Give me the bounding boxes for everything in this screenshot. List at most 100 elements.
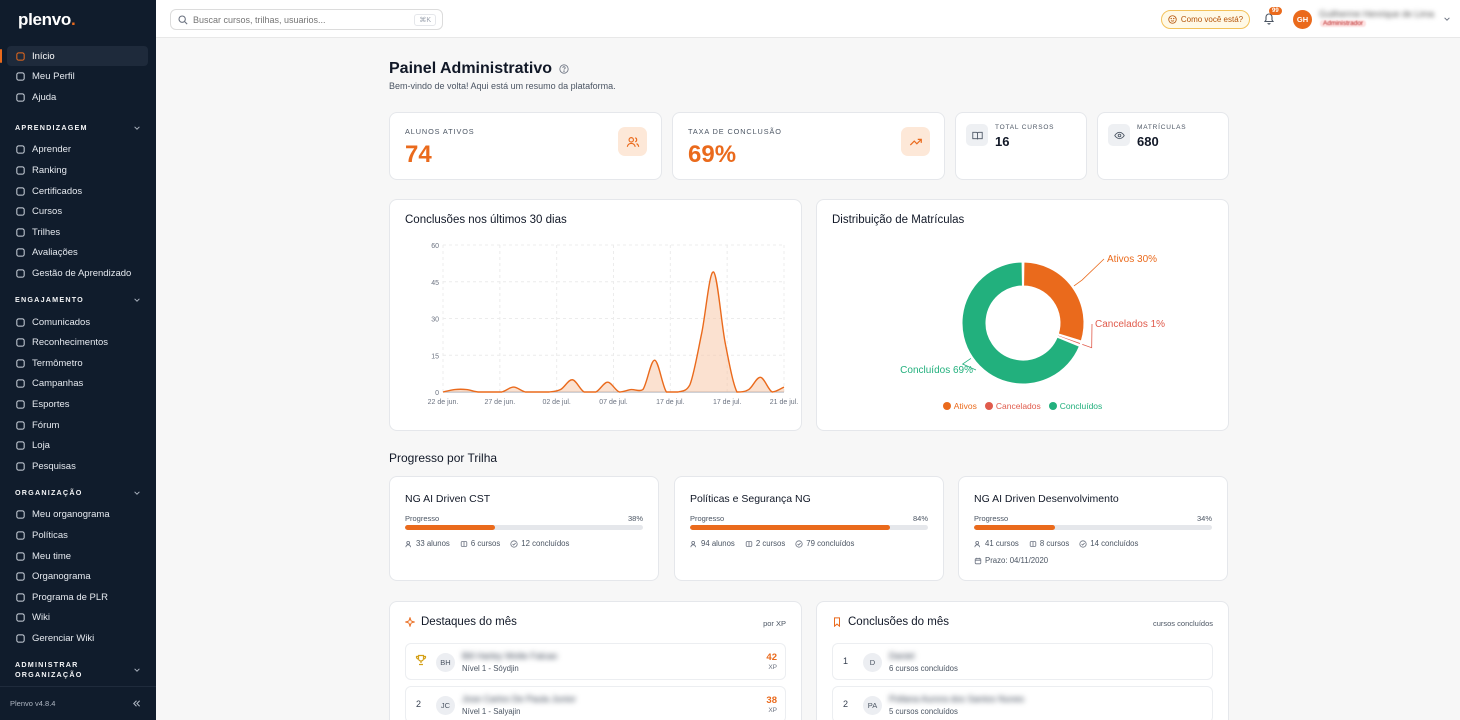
team-icon <box>16 551 25 561</box>
sidebar-item-4[interactable]: Esportes <box>7 394 148 414</box>
trail-meta-value: 12 concluídos <box>521 539 570 548</box>
certificate-icon <box>16 186 25 196</box>
trail-card[interactable]: Políticas e Segurança NG Progresso 84% 94 a… <box>674 476 944 581</box>
sidebar-item-1[interactable]: Ranking <box>7 160 148 180</box>
legend-item[interactable]: Concluídos <box>1048 401 1102 411</box>
sidebar-item-1[interactable]: Políticas <box>7 525 148 545</box>
sidebar-section-header[interactable]: ORGANIZAÇÃO <box>15 488 141 498</box>
sidebar-item-4[interactable]: Programa de PLR <box>7 587 148 607</box>
legend-item[interactable]: Cancelados <box>984 401 1041 411</box>
home-icon <box>16 51 25 61</box>
sidebar-item-label: Organograma <box>32 571 91 583</box>
user-name[interactable]: Jose Carlos De Paula Junior <box>462 694 577 704</box>
version-label: Plenvo v4.8.4 <box>10 699 56 708</box>
slice-cancelados[interactable] <box>1056 334 1082 346</box>
progress-percent: 38% <box>627 514 643 523</box>
trail-meta-value: 41 cursos <box>985 539 1019 548</box>
user-menu-chevron-icon[interactable] <box>1443 15 1451 23</box>
sidebar-section-header[interactable]: ADMINISTRAR ORGANIZAÇÃO <box>15 660 141 680</box>
user-name[interactable]: Guilherme Henrique de Lima <box>1319 9 1435 19</box>
sidebar-item-2[interactable]: Meu time <box>7 546 148 566</box>
user-subtitle: 5 cursos concluídos <box>889 707 958 716</box>
conclusoes-mes-sort-label: cursos concluídos <box>1152 619 1213 628</box>
store-icon <box>16 441 25 450</box>
conclusoes-area-chart: 0 15 30 45 60 22 de jun. 27 de jun. 02 de jul. 0… <box>428 243 799 406</box>
smile-icon <box>1168 15 1177 24</box>
users-icon <box>618 127 647 156</box>
user-name[interactable]: Bill Harley Wolte Falcao <box>462 651 558 661</box>
trophy-icon <box>16 166 25 175</box>
sidebar-item-2[interactable]: Certificados <box>7 181 148 201</box>
search-box[interactable]: ⌘K <box>170 9 443 30</box>
progress-label: Progresso <box>690 514 725 523</box>
kpi-label: TAXA DE CONCLUSÃO <box>688 127 782 136</box>
sidebar-item-6[interactable]: Loja <box>7 436 148 456</box>
sidebar-item-6[interactable]: Gestão de Aprendizado <box>7 263 148 283</box>
x-tick-label: 17 de jul. <box>713 399 741 406</box>
sidebar-item-ajuda[interactable]: Ajuda <box>7 87 148 107</box>
sidebar-item-2[interactable]: Termômetro <box>7 353 148 373</box>
trail-name: Políticas e Segurança NG <box>690 493 811 505</box>
sidebar-item-3[interactable]: Organograma <box>7 567 148 587</box>
sparkle-icon <box>405 617 415 627</box>
network-icon <box>16 510 25 519</box>
sidebar-item-6[interactable]: Gerenciar Wiki <box>7 628 148 648</box>
trail-meta-value: 2 cursos <box>755 539 786 548</box>
eye-icon <box>1108 124 1130 146</box>
sidebar-item-0[interactable]: Comunicados <box>7 312 148 332</box>
sidebar-item-5[interactable]: Avaliações <box>7 243 148 263</box>
search-icon <box>178 14 188 25</box>
sidebar-item-4[interactable]: Trilhes <box>7 222 148 242</box>
star-icon <box>16 338 25 347</box>
ranking-row[interactable]: BH Bill Harley Wolte Falcao Nível 1 - Sóyd… <box>405 643 786 680</box>
sidebar-item-5[interactable]: Fórum <box>7 415 148 435</box>
sidebar-item-meu-perfil[interactable]: Meu Perfil <box>7 67 148 87</box>
sidebar-item-5[interactable]: Wiki <box>7 608 148 628</box>
document-icon <box>16 531 25 540</box>
book-icon <box>16 207 25 216</box>
slice-ativos[interactable] <box>1023 261 1085 342</box>
money-icon <box>16 593 25 602</box>
sidebar-item-0[interactable]: Aprender <box>7 140 148 160</box>
trail-meta-value: 33 alunos <box>416 539 450 548</box>
sidebar-section-title: APRENDIZAGEM <box>15 122 88 132</box>
logo[interactable]: plenvo. <box>18 10 76 29</box>
sidebar-item-inicio[interactable]: Início <box>0 46 148 66</box>
sidebar-item-0[interactable]: Meu organograma <box>7 505 148 525</box>
topbar: ⌘K Como você está? 99 GH Guilherme Henri… <box>156 0 1460 38</box>
x-tick-label: 27 de jun. <box>484 399 515 406</box>
search-input[interactable] <box>193 14 413 25</box>
series-line <box>442 271 785 393</box>
user-icon <box>16 72 25 81</box>
xp-label: XP <box>768 707 777 714</box>
trail-meta-value: 94 alunos <box>701 539 735 548</box>
sidebar-item-1[interactable]: Reconhecimentos <box>7 333 148 353</box>
avatar: PA <box>863 696 882 715</box>
progress-bar <box>974 525 1212 530</box>
ranking-row[interactable]: 2 PA Pollana Aurora dos Santos Nunes 5 curs… <box>832 686 1213 720</box>
mood-button[interactable]: Como você está? <box>1161 10 1250 29</box>
sidebar-item-label: Fórum <box>32 419 60 431</box>
user-subtitle: Nível 1 - Sóydjin <box>462 664 519 673</box>
help-circle-icon[interactable] <box>559 64 569 74</box>
sidebar-item-3[interactable]: Cursos <box>7 202 148 222</box>
collapse-sidebar-icon[interactable] <box>132 699 141 708</box>
sidebar-section-header[interactable]: APRENDIZAGEM <box>15 123 141 133</box>
progress-label: Progresso <box>405 514 440 523</box>
user-name[interactable]: Pollana Aurora dos Santos Nunes <box>889 694 1025 704</box>
sidebar-section-header[interactable]: ENGAJAMENTO <box>15 295 141 305</box>
slice-concluídos[interactable] <box>961 261 1081 385</box>
trail-card[interactable]: NG AI Driven Desenvolvimento Progresso 34%… <box>958 476 1228 581</box>
sidebar-item-3[interactable]: Campanhas <box>7 374 148 394</box>
conclusoes-mes-title: Conclusões do mês <box>848 616 949 628</box>
ranking-row[interactable]: 1 D Daniel 6 cursos concluídos <box>832 643 1213 680</box>
notifications-bell-icon[interactable] <box>1263 12 1275 25</box>
user-avatar[interactable]: GH <box>1293 10 1312 29</box>
ranking-row[interactable]: 2 JC Jose Carlos De Paula Junior Nível 1 - … <box>405 686 786 720</box>
sidebar-item-7[interactable]: Pesquisas <box>7 456 148 476</box>
user-name[interactable]: Daniel <box>889 651 915 661</box>
xp-value: 38 <box>766 695 777 706</box>
legend-item[interactable]: Ativos <box>942 401 977 411</box>
trail-progress-row: Progresso 38% <box>405 514 643 523</box>
trail-card[interactable]: NG AI Driven CST Progresso 38% 33 alunos 6 c… <box>389 476 659 581</box>
